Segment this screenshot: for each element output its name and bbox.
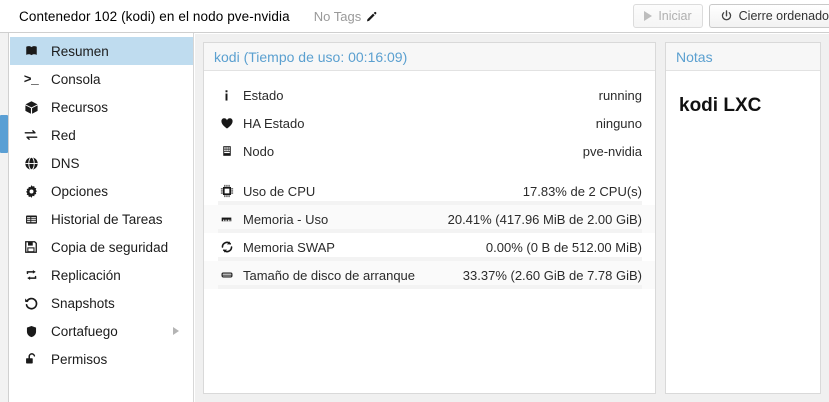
sidebar-item-copia-de-seguridad[interactable]: Copia de seguridad (10, 233, 193, 261)
cpu-icon (218, 184, 235, 198)
swap-progress-bar (218, 257, 642, 261)
usage-row-key: Tamaño de disco de arranque (243, 267, 416, 283)
info-icon (218, 89, 235, 102)
sidebar-item-label: Cortafuego (51, 323, 118, 339)
status-panel-body: Estado running HA Estado ninguno Nodo pv… (204, 71, 655, 393)
content-area: kodi (Tiempo de uso: 00:16:09) Estado ru… (195, 34, 829, 402)
row-spacer (204, 165, 655, 177)
pencil-icon[interactable] (365, 11, 378, 24)
status-panel-title: kodi (Tiempo de uso: 00:16:09) (204, 43, 655, 71)
sidebar-item-red[interactable]: Red (10, 121, 193, 149)
usage-row-key: Uso de CPU (243, 183, 316, 199)
usage-row-value: 33.37% (2.60 GiB de 7.78 GiB) (462, 267, 642, 283)
chevron-right-icon (173, 327, 179, 335)
sidebar-item-permisos[interactable]: Permisos (10, 345, 193, 373)
memory-icon (218, 214, 235, 225)
status-row-value: ninguno (595, 115, 642, 131)
tags-editor[interactable]: No Tags (314, 9, 378, 24)
cpu-progress-bar (218, 201, 642, 205)
book-icon (22, 43, 40, 59)
replication-icon (22, 267, 40, 283)
start-button-label: Iniciar (658, 9, 692, 23)
status-row-value: running (598, 87, 642, 103)
sidebar-item-label: Replicación (51, 267, 121, 283)
disk-icon (218, 269, 235, 281)
status-row-nodo: Nodo pve-nvidia (204, 137, 655, 165)
usage-row-disco: Tamaño de disco de arranque 33.37% (2.60… (204, 261, 655, 289)
notes-panel-body[interactable]: kodi LXC (666, 71, 820, 393)
sidebar-item-label: Historial de Tareas (51, 211, 163, 227)
terminal-icon: >_ (23, 71, 39, 87)
sidebar-item-opciones[interactable]: Opciones (10, 177, 193, 205)
sidebar-item-snapshots[interactable]: Snapshots (10, 289, 193, 317)
top-header-bar: Contenedor 102 (kodi) en el nodo pve-nvi… (0, 0, 829, 33)
usage-row-swap: Memoria SWAP 0.00% (0 B de 512.00 MiB) (204, 233, 655, 261)
status-row-key: Estado (243, 87, 284, 103)
power-icon (720, 9, 733, 23)
status-row-key: HA Estado (243, 115, 305, 131)
status-row-ha-estado: HA Estado ninguno (204, 109, 655, 137)
usage-row-value: 0.00% (0 B de 512.00 MiB) (485, 239, 642, 255)
sidebar-item-historial-de-tareas[interactable]: Historial de Tareas (10, 205, 193, 233)
status-row-estado: Estado running (204, 81, 655, 109)
shutdown-button-label: Cierre ordenado (738, 9, 829, 23)
sidebar-item-label: Red (51, 127, 76, 143)
heart-icon (218, 117, 235, 130)
sidebar-item-label: Copia de seguridad (51, 239, 169, 255)
sidebar-item-consola[interactable]: >_ Consola (10, 65, 193, 93)
shield-icon (22, 323, 40, 339)
notes-panel-title: Notas (666, 43, 820, 71)
sidebar-item-label: Resumen (51, 43, 109, 59)
disk-progress-bar (218, 285, 642, 289)
swap-icon (218, 240, 235, 254)
status-row-value: pve-nvidia (582, 143, 642, 159)
notes-content: kodi LXC (679, 95, 762, 116)
sidebar-item-resumen[interactable]: Resumen (10, 37, 193, 65)
cube-icon (22, 99, 40, 115)
memory-progress-bar (218, 229, 642, 233)
tags-label: No Tags (313, 8, 362, 24)
sidebar-item-replicacion[interactable]: Replicación (10, 261, 193, 289)
sidebar-item-cortafuego[interactable]: Cortafuego (10, 317, 193, 345)
floppy-icon (22, 239, 40, 255)
shutdown-button[interactable]: Cierre ordenado (708, 4, 829, 28)
network-icon (22, 127, 40, 143)
sidebar-item-label: DNS (51, 155, 80, 171)
splitter-handle[interactable] (0, 115, 8, 153)
unlock-icon (22, 351, 40, 367)
list-icon (22, 211, 40, 227)
usage-row-value: 17.83% de 2 CPU(s) (522, 183, 642, 199)
status-row-key: Nodo (243, 143, 275, 159)
top-action-buttons: Iniciar Cierre ordenado (633, 4, 829, 28)
gear-icon (22, 183, 40, 199)
history-icon (22, 295, 40, 311)
play-icon (644, 11, 653, 21)
sidebar-nav: Resumen >_ Consola Recursos Red DNS (10, 33, 194, 402)
status-panel: kodi (Tiempo de uso: 00:16:09) Estado ru… (203, 42, 656, 394)
sidebar-item-label: Recursos (51, 99, 109, 115)
usage-row-value: 20.41% (417.96 MiB de 2.00 GiB) (447, 211, 642, 227)
start-button[interactable]: Iniciar (633, 4, 703, 28)
sidebar-item-label: Permisos (51, 351, 108, 367)
usage-row-cpu: Uso de CPU 17.83% de 2 CPU(s) (204, 177, 655, 205)
page-title: Contenedor 102 (kodi) en el nodo pve-nvi… (19, 8, 290, 24)
usage-row-key: Memoria SWAP (243, 239, 335, 255)
notes-panel: Notas kodi LXC (665, 42, 821, 394)
sidebar-item-label: Snapshots (51, 295, 115, 311)
usage-row-key: Memoria - Uso (243, 211, 329, 227)
sidebar-item-label: Opciones (51, 183, 109, 199)
usage-row-memoria: Memoria - Uso 20.41% (417.96 MiB de 2.00… (204, 205, 655, 233)
sidebar-item-dns[interactable]: DNS (10, 149, 193, 177)
sidebar-item-recursos[interactable]: Recursos (10, 93, 193, 121)
globe-icon (22, 155, 40, 171)
sidebar-item-label: Consola (51, 71, 101, 87)
tree-splitter[interactable] (0, 33, 9, 402)
node-icon (218, 144, 235, 158)
